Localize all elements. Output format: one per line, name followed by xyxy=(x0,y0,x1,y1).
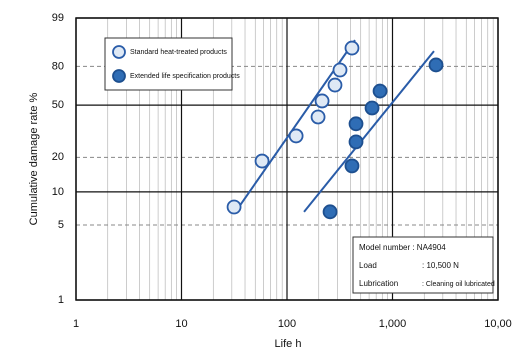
fit-line xyxy=(303,50,435,213)
data-point xyxy=(322,204,338,220)
info-key: Load xyxy=(359,261,377,270)
info-box: Model number : NA4904 Load : 10,500 N Lubri… xyxy=(352,236,495,294)
y-tick-label: 5 xyxy=(58,219,64,231)
x-tick-label: 1 xyxy=(73,318,79,330)
x-tick-label: 10,00 xyxy=(484,318,512,330)
data-point xyxy=(348,116,364,132)
data-point xyxy=(364,100,380,116)
info-value: : 10,500 N xyxy=(422,261,459,270)
data-point xyxy=(288,128,304,144)
data-point xyxy=(310,109,326,125)
y-tick-label: 99 xyxy=(52,12,64,24)
data-point xyxy=(344,158,360,174)
info-value: : Cleaning oil lubricated xyxy=(422,281,495,288)
data-point xyxy=(428,57,444,73)
legend-marker xyxy=(112,69,126,83)
x-axis-label: Life h xyxy=(275,338,302,350)
data-point xyxy=(327,77,343,93)
y-tick-label: 1 xyxy=(58,294,64,306)
data-point xyxy=(372,83,388,99)
data-point xyxy=(314,93,330,109)
data-point xyxy=(226,199,242,215)
y-axis-label: Cumulative damage rate % xyxy=(28,92,40,225)
info-title: Model number : NA4904 xyxy=(359,243,446,252)
plot-frame xyxy=(75,17,499,301)
info-box-frame xyxy=(352,236,494,294)
legend: Standard heat-treated products Extended l… xyxy=(104,37,240,91)
data-point xyxy=(344,40,360,56)
data-point xyxy=(348,134,364,150)
legend-label: Standard heat-treated products xyxy=(130,49,227,56)
y-tick-label: 10 xyxy=(52,186,64,198)
x-tick-label: 10 xyxy=(175,318,187,330)
legend-marker xyxy=(112,45,126,59)
legend-box xyxy=(104,37,233,91)
data-point xyxy=(254,153,270,169)
y-tick-label: 20 xyxy=(52,151,64,163)
y-tick-label: 80 xyxy=(52,60,64,72)
x-tick-label: 100 xyxy=(278,318,296,330)
y-tick-label: 50 xyxy=(52,99,64,111)
x-tick-label: 1,000 xyxy=(379,318,407,330)
legend-label: Extended life specification products xyxy=(130,73,240,80)
data-point xyxy=(332,62,348,78)
info-key: Lubrication xyxy=(359,279,398,288)
